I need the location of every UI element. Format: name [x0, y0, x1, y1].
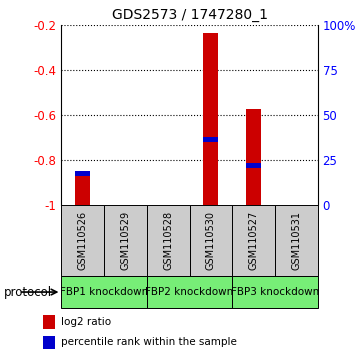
Text: protocol: protocol	[4, 286, 52, 298]
Bar	[43, 315, 55, 329]
Bar	[104, 205, 147, 276]
Text: GSM110527: GSM110527	[249, 211, 258, 270]
Text: FBP3 knockdown: FBP3 knockdown	[231, 287, 319, 297]
Text: percentile rank within the sample: percentile rank within the sample	[61, 337, 237, 348]
Bar	[43, 336, 55, 349]
Bar	[246, 163, 261, 168]
Bar	[232, 205, 275, 276]
Bar	[190, 205, 232, 276]
Text: GSM110531: GSM110531	[291, 211, 301, 270]
Text: GSM110530: GSM110530	[206, 211, 216, 270]
Bar	[203, 137, 218, 142]
Text: FBP1 knockdown: FBP1 knockdown	[60, 287, 148, 297]
Bar	[147, 276, 232, 308]
Bar	[246, 109, 261, 205]
Text: log2 ratio: log2 ratio	[61, 317, 111, 327]
Text: GSM110526: GSM110526	[78, 211, 88, 270]
Bar	[61, 276, 147, 308]
Text: GSM110529: GSM110529	[121, 211, 130, 270]
Title: GDS2573 / 1747280_1: GDS2573 / 1747280_1	[112, 8, 268, 22]
Bar	[275, 205, 318, 276]
Bar	[147, 205, 190, 276]
Text: GSM110528: GSM110528	[163, 211, 173, 270]
Bar	[75, 173, 90, 205]
Bar	[232, 276, 318, 308]
Text: FBP2 knockdown: FBP2 knockdown	[145, 287, 234, 297]
Bar	[75, 171, 90, 176]
Bar	[61, 205, 104, 276]
Bar	[203, 33, 218, 205]
